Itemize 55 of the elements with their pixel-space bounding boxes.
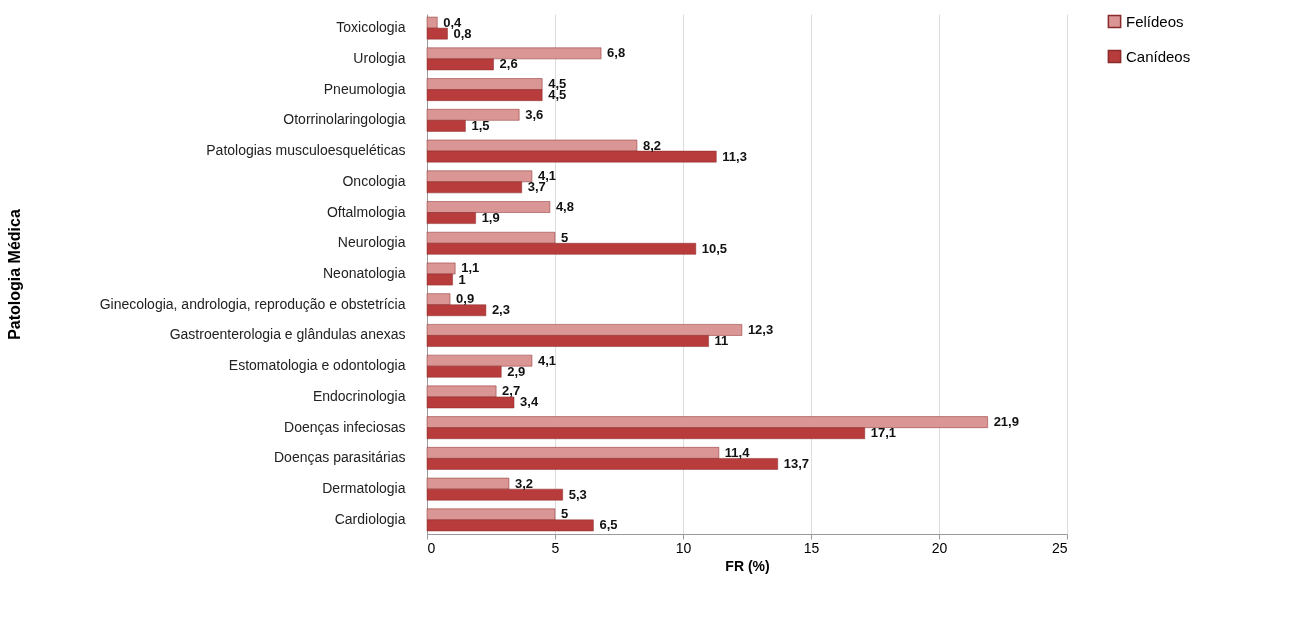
y-tick-label: Ginecologia, andrologia, reprodução e obstetrícia xyxy=(99,295,406,312)
y-tick-label: Dermatologia xyxy=(322,480,406,497)
y-tick-label: Neonatologia xyxy=(322,265,406,281)
data-label: 5 xyxy=(561,506,569,522)
y-tick-label: Endocrinologia xyxy=(312,387,406,404)
data-label: 0,9 xyxy=(456,291,475,307)
y-tick-label: Toxicologia xyxy=(336,19,406,36)
data-label: 11,4 xyxy=(724,444,751,460)
x-tick-label: 25 xyxy=(1051,539,1068,556)
y-axis-title: Patologia Médica xyxy=(5,209,23,340)
data-label: 3,4 xyxy=(520,394,539,410)
data-label: 3,7 xyxy=(527,179,546,195)
data-label: 13,7 xyxy=(783,455,810,471)
data-label: 10,5 xyxy=(701,240,728,256)
legend-label: Canídeos xyxy=(1126,47,1191,65)
y-tick-label: Otorrinolaringologia xyxy=(283,111,406,128)
data-label: 1,5 xyxy=(471,117,490,133)
x-tick-label: 10 xyxy=(675,539,692,556)
y-tick-label: Oftalmologia xyxy=(326,203,406,220)
x-tick-label: 5 xyxy=(551,539,560,556)
y-tick-label: Pneumologia xyxy=(323,80,406,97)
data-label: 3,2 xyxy=(514,475,533,491)
data-label: 5,3 xyxy=(568,486,587,502)
data-label: 11 xyxy=(714,333,729,348)
data-label: 12,3 xyxy=(747,321,774,337)
x-axis-title: FR (%) xyxy=(725,557,770,574)
y-tick-label: Doenças infeciosas xyxy=(284,418,406,435)
data-label: 2,6 xyxy=(499,56,518,72)
data-label: 21,9 xyxy=(993,414,1019,430)
data-label: 4,8 xyxy=(555,199,574,214)
data-label: 4,1 xyxy=(537,352,557,368)
x-tick-label: 15 xyxy=(803,539,820,556)
y-tick-label: Estomatologia e odontologia xyxy=(228,357,406,374)
data-label: 17,1 xyxy=(870,425,897,441)
data-label: 2,9 xyxy=(507,363,526,379)
data-label: 11,3 xyxy=(722,148,747,164)
x-tick-label: 20 xyxy=(931,539,948,556)
y-tick-label: Cardiologia xyxy=(334,510,406,527)
y-tick-label: Gastroenterologia e glândulas anexas xyxy=(169,326,406,343)
data-label: 2,3 xyxy=(491,302,510,318)
data-label: 6,5 xyxy=(599,517,618,533)
y-tick-label: Patologias musculoesqueléticas xyxy=(206,142,406,159)
y-tick-label: Oncologia xyxy=(342,172,406,189)
data-label: 8,2 xyxy=(642,137,661,153)
y-tick-label: Neurologia xyxy=(337,234,406,251)
data-label: 5 xyxy=(561,229,569,245)
y-tick-label: Urologia xyxy=(353,49,406,66)
data-label: 3,6 xyxy=(525,106,544,122)
y-tick-label: Doenças parasitárias xyxy=(273,449,406,466)
data-label: 6,8 xyxy=(607,45,626,61)
x-tick-label: 0 xyxy=(427,539,436,556)
data-label: 2,7 xyxy=(502,383,521,399)
legend-label: Felídeos xyxy=(1126,12,1184,30)
data-label: 1,9 xyxy=(481,210,500,226)
data-label: 0,4 xyxy=(443,14,463,30)
